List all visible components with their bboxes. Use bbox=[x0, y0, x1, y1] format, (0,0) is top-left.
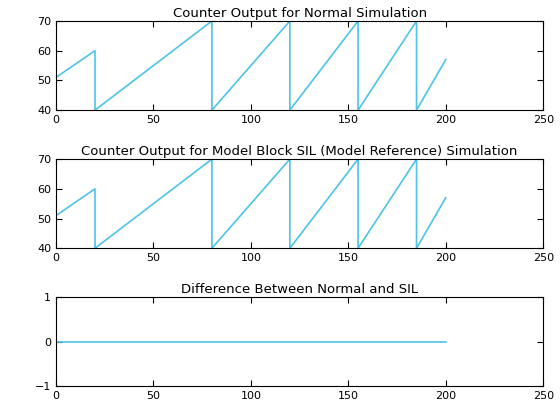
Title: Difference Between Normal and SIL: Difference Between Normal and SIL bbox=[181, 283, 418, 296]
Title: Counter Output for Normal Simulation: Counter Output for Normal Simulation bbox=[172, 7, 427, 20]
Title: Counter Output for Model Block SIL (Model Reference) Simulation: Counter Output for Model Block SIL (Mode… bbox=[81, 145, 518, 158]
